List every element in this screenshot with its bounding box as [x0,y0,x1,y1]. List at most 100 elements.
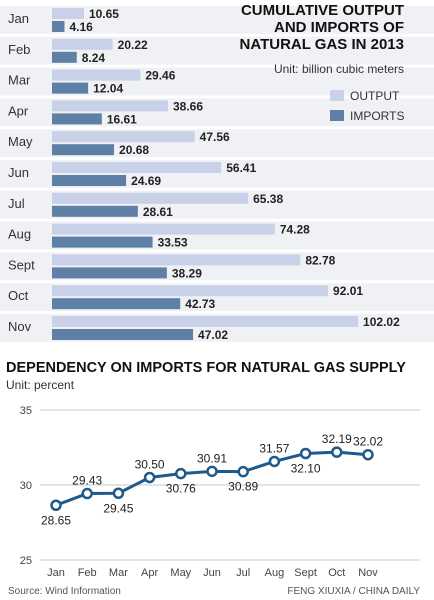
chart-title-line: AND IMPORTS OF [274,19,404,36]
output-bar [52,254,301,266]
imports-value-label: 12.04 [93,82,123,96]
data-point [268,455,281,468]
output-bar [52,38,113,50]
data-point [206,465,218,478]
data-label: 32.19 [322,432,352,446]
output-value-label: 92.01 [333,284,363,298]
imports-bar [52,51,77,63]
x-tick-label: Jan [47,567,65,579]
month-label: Mar [8,73,31,88]
output-bar [52,131,195,143]
month-label: Nov [8,319,32,334]
imports-bar [52,329,194,340]
imports-bar [52,21,65,32]
data-label: 32.10 [291,462,321,476]
month-label: Sept [8,257,35,272]
output-value-label: 65.38 [253,192,283,206]
imports-bar [52,236,153,248]
x-tick-label: Apr [141,567,158,579]
chart-title-line: NATURAL GAS IN 2013 [240,36,404,53]
legend-swatch-output [330,90,344,101]
x-tick-label: Mar [109,567,128,579]
month-label: Apr [8,103,29,118]
data-label: 30.50 [135,458,165,472]
data-point [50,499,62,511]
data-label: 31.57 [259,441,289,455]
x-tick-label: Aug [265,567,285,579]
imports-value-label: 4.16 [69,20,93,34]
data-label: 32.02 [353,435,383,449]
imports-value-label: 33.53 [158,236,188,250]
x-tick-label: May [170,567,191,579]
output-value-label: 82.78 [305,253,335,267]
output-value-label: 102.02 [363,315,400,329]
output-bar [52,100,168,112]
data-label: 30.91 [197,451,227,465]
imports-bar [52,113,102,125]
data-point [81,487,93,500]
y-tick-label: 35 [20,405,32,417]
data-point [143,471,156,484]
imports-bar [52,205,138,217]
y-tick-label: 25 [20,555,32,567]
y-tick-label: 30 [20,480,32,492]
output-bar [52,69,141,81]
output-value-label: 10.65 [89,7,119,21]
legend-swatch-imports [330,110,344,121]
data-label: 28.65 [41,513,71,527]
output-bar [52,316,359,327]
output-value-label: 47.56 [200,130,230,144]
month-label: Aug [8,227,31,242]
imports-value-label: 24.69 [131,174,161,188]
data-point [112,487,125,499]
data-label: 29.43 [72,474,102,488]
output-value-label: 29.46 [145,69,175,83]
data-point [331,446,343,458]
chart-unit: Unit: billion cubic meters [274,62,404,76]
x-tick-label: Nov [358,567,378,579]
x-tick-label: Oct [328,567,345,579]
imports-value-label: 28.61 [143,205,173,219]
month-label: Jan [8,11,29,26]
output-value-label: 38.66 [173,99,203,113]
x-tick-label: Sept [294,567,317,579]
output-bar [52,162,222,173]
cumulative-bar-chart: Jan 10.654.16 Feb 20.22 8.24 Mar 29.46 12.04 Apr… [0,2,434,342]
imports-value-label: 20.68 [119,143,149,157]
imports-value-label: 16.61 [107,112,137,126]
imports-value-label: 38.29 [172,266,202,280]
credit-line: FENG XIUXIA / CHINA DAILY [287,586,420,597]
imports-value-label: 8.24 [82,51,106,65]
legend-label-output: OUTPUT [350,89,400,103]
imports-bar [52,82,89,94]
legend-label-imports: IMPORTS [350,109,404,123]
month-label: Jun [8,165,29,180]
line-chart-unit: Unit: percent [6,378,75,392]
source-note: Source: Wind Information [8,586,121,597]
imports-bar [52,298,181,310]
output-value-label: 20.22 [118,38,148,52]
output-value-label: 74.28 [280,223,310,237]
imports-bar [52,144,115,156]
data-label: 30.89 [228,480,258,494]
data-point [175,467,187,480]
imports-value-label: 47.02 [198,328,228,342]
data-label: 29.45 [103,501,133,515]
imports-bar [52,175,127,186]
month-label: May [8,134,33,149]
x-tick-label: Jul [236,567,250,579]
output-bar [52,285,329,297]
data-label: 30.76 [166,482,196,496]
output-value-label: 56.41 [226,161,256,175]
output-bar [52,8,84,19]
chart-title-line: CUMULATIVE OUTPUT [241,2,404,19]
x-tick-label: Jun [203,567,221,579]
data-point [237,465,249,478]
output-bar [52,223,275,235]
month-label: Jul [8,196,25,211]
imports-value-label: 42.73 [185,297,215,311]
dependency-line-chart: DEPENDENCY ON IMPORTS FOR NATURAL GAS SU… [6,360,420,579]
data-point [362,448,374,461]
imports-bar [52,267,167,279]
month-label: Oct [8,288,29,303]
